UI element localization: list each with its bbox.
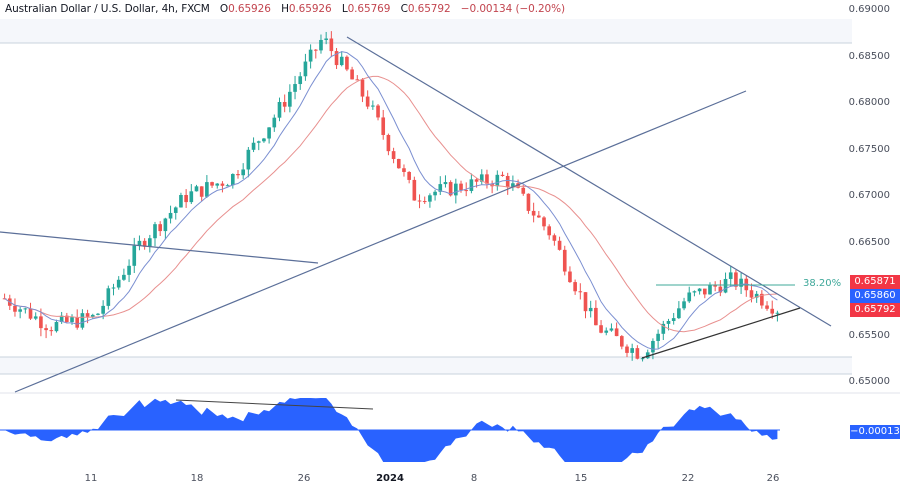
price-tick: 0.67000 xyxy=(848,190,890,201)
support-zone xyxy=(0,357,852,374)
price-tick: 0.67500 xyxy=(848,144,890,155)
low-label: L xyxy=(341,3,348,15)
price-tag-ma: 0.65860 xyxy=(850,289,900,303)
oscillator-divergence-line[interactable] xyxy=(175,399,374,410)
time-tick: 26 xyxy=(297,473,311,484)
candlestick-series xyxy=(2,31,780,362)
time-tick: 8 xyxy=(470,473,478,484)
open-label: O xyxy=(219,3,229,15)
low-value: 0.65769 xyxy=(347,3,391,15)
time-tick: 11 xyxy=(84,473,98,484)
price-tick: 0.68000 xyxy=(848,97,890,108)
fib-level-label: 38.20% xyxy=(803,278,842,289)
chart-header: Australian Dollar / U.S. Dollar, 4h, FXC… xyxy=(5,3,565,15)
time-tick: 22 xyxy=(681,473,695,484)
high-value: 0.65926 xyxy=(288,3,332,15)
time-tick: 26 xyxy=(766,473,780,484)
close-value: 0.65792 xyxy=(407,3,451,15)
price-tick: 0.68500 xyxy=(848,51,890,62)
descending-trendline[interactable] xyxy=(346,36,832,327)
open-value: 0.65926 xyxy=(228,3,271,15)
close-label: C xyxy=(400,3,408,15)
price-tick: 0.66500 xyxy=(848,237,890,248)
price-tick: 0.65500 xyxy=(848,330,890,341)
price-tick: 0.65000 xyxy=(848,376,890,387)
resistance-zone xyxy=(0,19,852,43)
high-label: H xyxy=(281,3,289,15)
time-tick-year: 2024 xyxy=(376,473,404,484)
time-tick: 15 xyxy=(574,473,588,484)
price-tag-high: 0.65871 xyxy=(850,275,900,289)
old-descending-trendline[interactable] xyxy=(0,231,319,264)
triangle-support-line[interactable] xyxy=(641,307,801,359)
ascending-trendline[interactable] xyxy=(14,90,747,393)
oscillator-area xyxy=(4,398,778,462)
slow-moving-average xyxy=(4,75,778,333)
fast-moving-average xyxy=(4,51,778,350)
time-tick: 18 xyxy=(190,473,204,484)
price-tag-last: 0.65792 xyxy=(850,303,900,317)
oscillator-value-tag: −0.00013 xyxy=(850,425,900,439)
price-tick: 0.69000 xyxy=(848,4,890,15)
change-value: −0.00134 (−0.20%) xyxy=(460,3,565,15)
symbol-title: Australian Dollar / U.S. Dollar, 4h, FXC… xyxy=(5,3,210,15)
